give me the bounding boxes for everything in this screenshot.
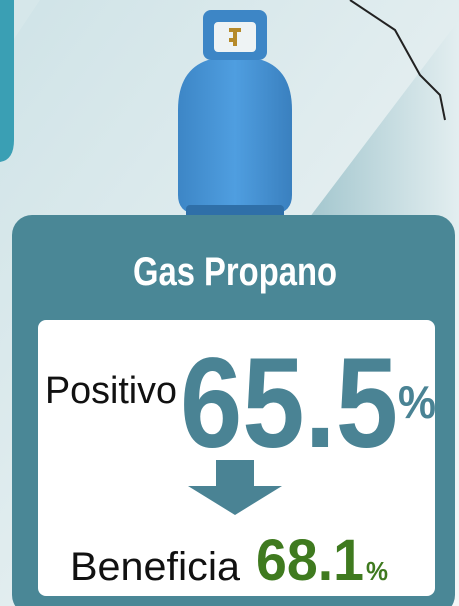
positive-label: Positivo: [45, 370, 177, 412]
title: Gas Propano: [133, 249, 337, 294]
gas-tank-icon: [178, 10, 292, 223]
inner-card: [38, 320, 435, 596]
positive-unit: %: [398, 376, 436, 428]
positive-value: 65.5: [180, 332, 398, 475]
benefit-label: Beneficia: [70, 545, 241, 589]
bg-bar: [0, 0, 14, 162]
down-arrow: [188, 460, 282, 515]
bg-line: [349, 0, 446, 121]
benefit-value: 68.1: [256, 528, 364, 593]
benefit-unit: %: [366, 556, 388, 586]
